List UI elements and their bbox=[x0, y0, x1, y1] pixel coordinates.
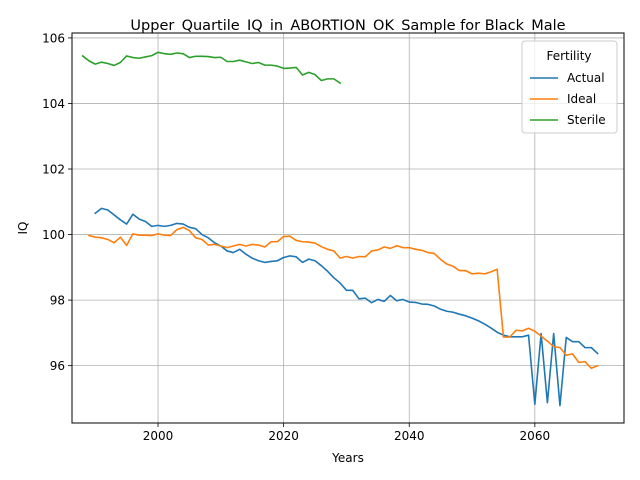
series-line-sterile bbox=[81, 51, 342, 85]
legend-label-ideal: Ideal bbox=[567, 92, 596, 106]
y-tick-label: 98 bbox=[50, 294, 65, 308]
x-tick-label: 2020 bbox=[268, 429, 299, 443]
x-axis: 2000 2020 2040 2060 bbox=[143, 423, 550, 443]
series-line-ideal bbox=[87, 226, 599, 370]
plot-area-frame bbox=[71, 32, 625, 424]
legend-box bbox=[521, 40, 618, 134]
legend: Fertility Actual Ideal Sterile bbox=[521, 40, 618, 134]
chart-title: Upper_Quartile_IQ_in_ABORTION_OK_Sample … bbox=[130, 18, 565, 34]
y-tick-label: 102 bbox=[42, 163, 65, 177]
legend-label-sterile: Sterile bbox=[567, 113, 606, 127]
x-tick-label: 2000 bbox=[143, 429, 174, 443]
gridlines bbox=[72, 33, 624, 423]
legend-label-actual: Actual bbox=[567, 71, 605, 85]
y-axis: 96 98 100 102 104 106 bbox=[42, 31, 72, 373]
y-tick-label: 96 bbox=[50, 359, 65, 373]
y-tick-label: 100 bbox=[42, 228, 65, 242]
x-tick-label: 2040 bbox=[394, 429, 425, 443]
x-axis-label: Years bbox=[331, 451, 364, 465]
y-tick-label: 106 bbox=[42, 31, 65, 45]
series-layer bbox=[81, 51, 599, 407]
y-axis-label: IQ bbox=[16, 222, 30, 235]
legend-title: Fertility bbox=[546, 49, 591, 63]
y-tick-label: 104 bbox=[42, 97, 65, 111]
series-line-actual bbox=[94, 207, 599, 407]
x-tick-label: 2060 bbox=[520, 429, 551, 443]
